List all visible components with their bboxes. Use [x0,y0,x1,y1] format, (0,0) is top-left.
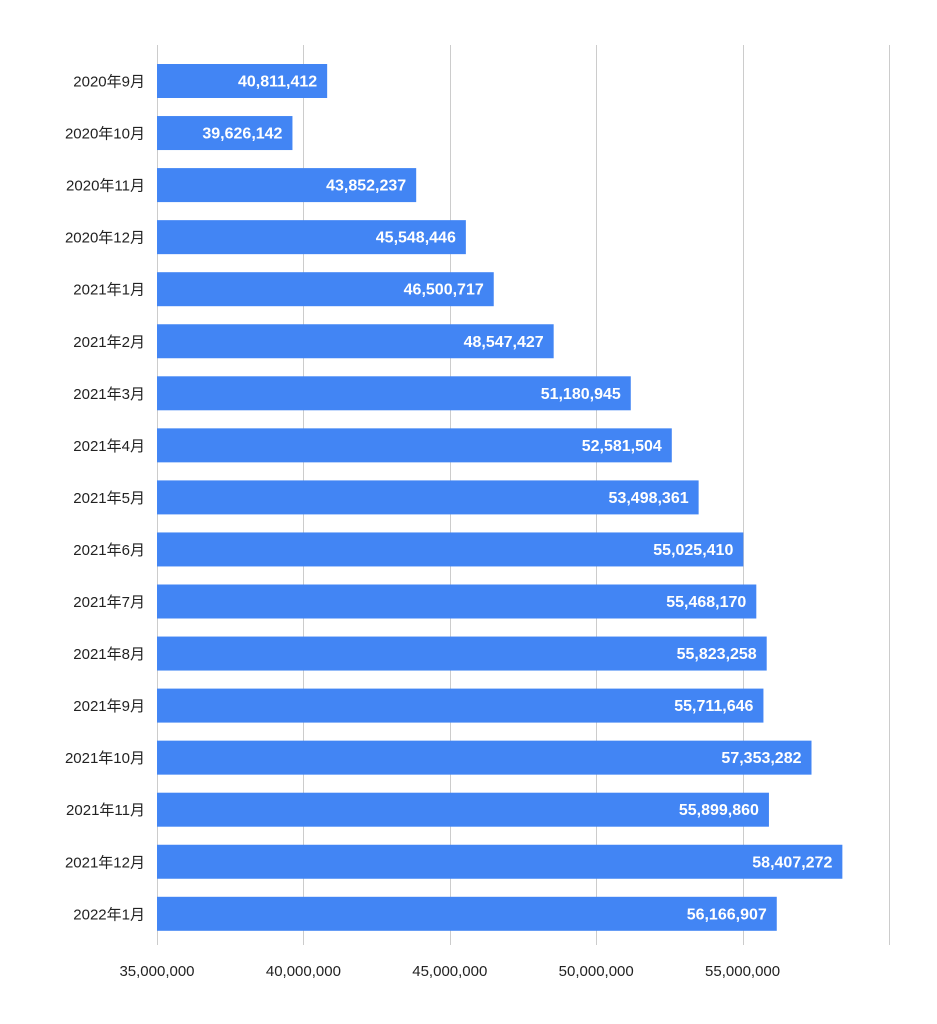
bar [157,584,757,619]
category-label: 2021年8月 [73,646,145,663]
category-label: 2021年9月 [73,698,145,715]
bar-value-label: 57,353,282 [721,750,801,767]
bar [157,428,672,463]
x-tick-label: 55,000,000 [705,963,780,980]
bar-value-label: 55,711,646 [674,698,753,715]
bar [157,116,293,151]
x-tick-label: 45,000,000 [412,963,487,980]
bar [157,168,417,203]
bar [157,324,554,359]
bar [157,376,631,411]
x-tick-label: 35,000,000 [119,963,194,980]
category-label: 2021年11月 [66,802,145,819]
bar-value-label: 53,498,361 [609,490,689,507]
bar-value-label: 55,899,860 [679,802,759,819]
category-label: 2021年12月 [65,854,145,871]
bar-value-label: 56,166,907 [687,906,767,923]
category-label: 2021年1月 [73,282,145,299]
category-label: 2021年5月 [73,490,145,507]
bar [157,480,699,515]
x-axis-tick-labels: 35,000,000 40,000,000 45,000,000 50,000,000… [119,963,780,980]
bar-value-label: 46,500,717 [404,282,484,299]
bar [157,220,466,255]
bar [157,64,328,98]
category-label: 2020年10月 [65,126,145,143]
category-label: 2020年9月 [73,74,145,91]
x-tick-label: 40,000,000 [266,963,341,980]
bar-value-label: 51,180,945 [541,386,621,403]
bar [157,636,767,671]
bar [157,896,777,931]
bar-value-label: 55,823,258 [677,646,757,663]
category-label: 2022年1月 [73,906,145,923]
bars [157,64,843,931]
bar [157,688,764,723]
bar-value-label: 48,547,427 [464,334,544,351]
bar-value-label: 39,626,142 [202,126,282,143]
bar-value-label: 45,548,446 [376,230,456,247]
category-label: 2021年3月 [73,386,145,403]
x-tick-label: 50,000,000 [559,963,634,980]
bar [157,272,494,307]
category-label: 2020年12月 [65,230,145,247]
bar-value-label: 52,581,504 [582,438,662,455]
category-label: 2021年7月 [73,594,145,611]
bar-value-label: 55,468,170 [666,594,746,611]
category-label: 2021年4月 [73,438,145,455]
bar [157,792,769,827]
bar [157,740,812,775]
category-label: 2021年6月 [73,542,145,559]
category-label: 2020年11月 [66,178,145,195]
bar [157,532,744,567]
bar-value-labels: 40,811,412 39,626,142 43,852,237 45,548,446… [202,74,832,924]
category-label: 2021年10月 [65,750,145,767]
bar-value-label: 58,407,272 [752,854,832,871]
category-label: 2021年2月 [73,334,145,351]
bar-value-label: 43,852,237 [326,178,406,195]
bar-value-label: 55,025,410 [653,542,733,559]
category-labels: 2020年9月 2020年10月 2020年11月 2020年12月 2021年1月 20… [65,74,145,924]
bar-value-label: 40,811,412 [238,74,317,91]
bar [157,844,843,879]
